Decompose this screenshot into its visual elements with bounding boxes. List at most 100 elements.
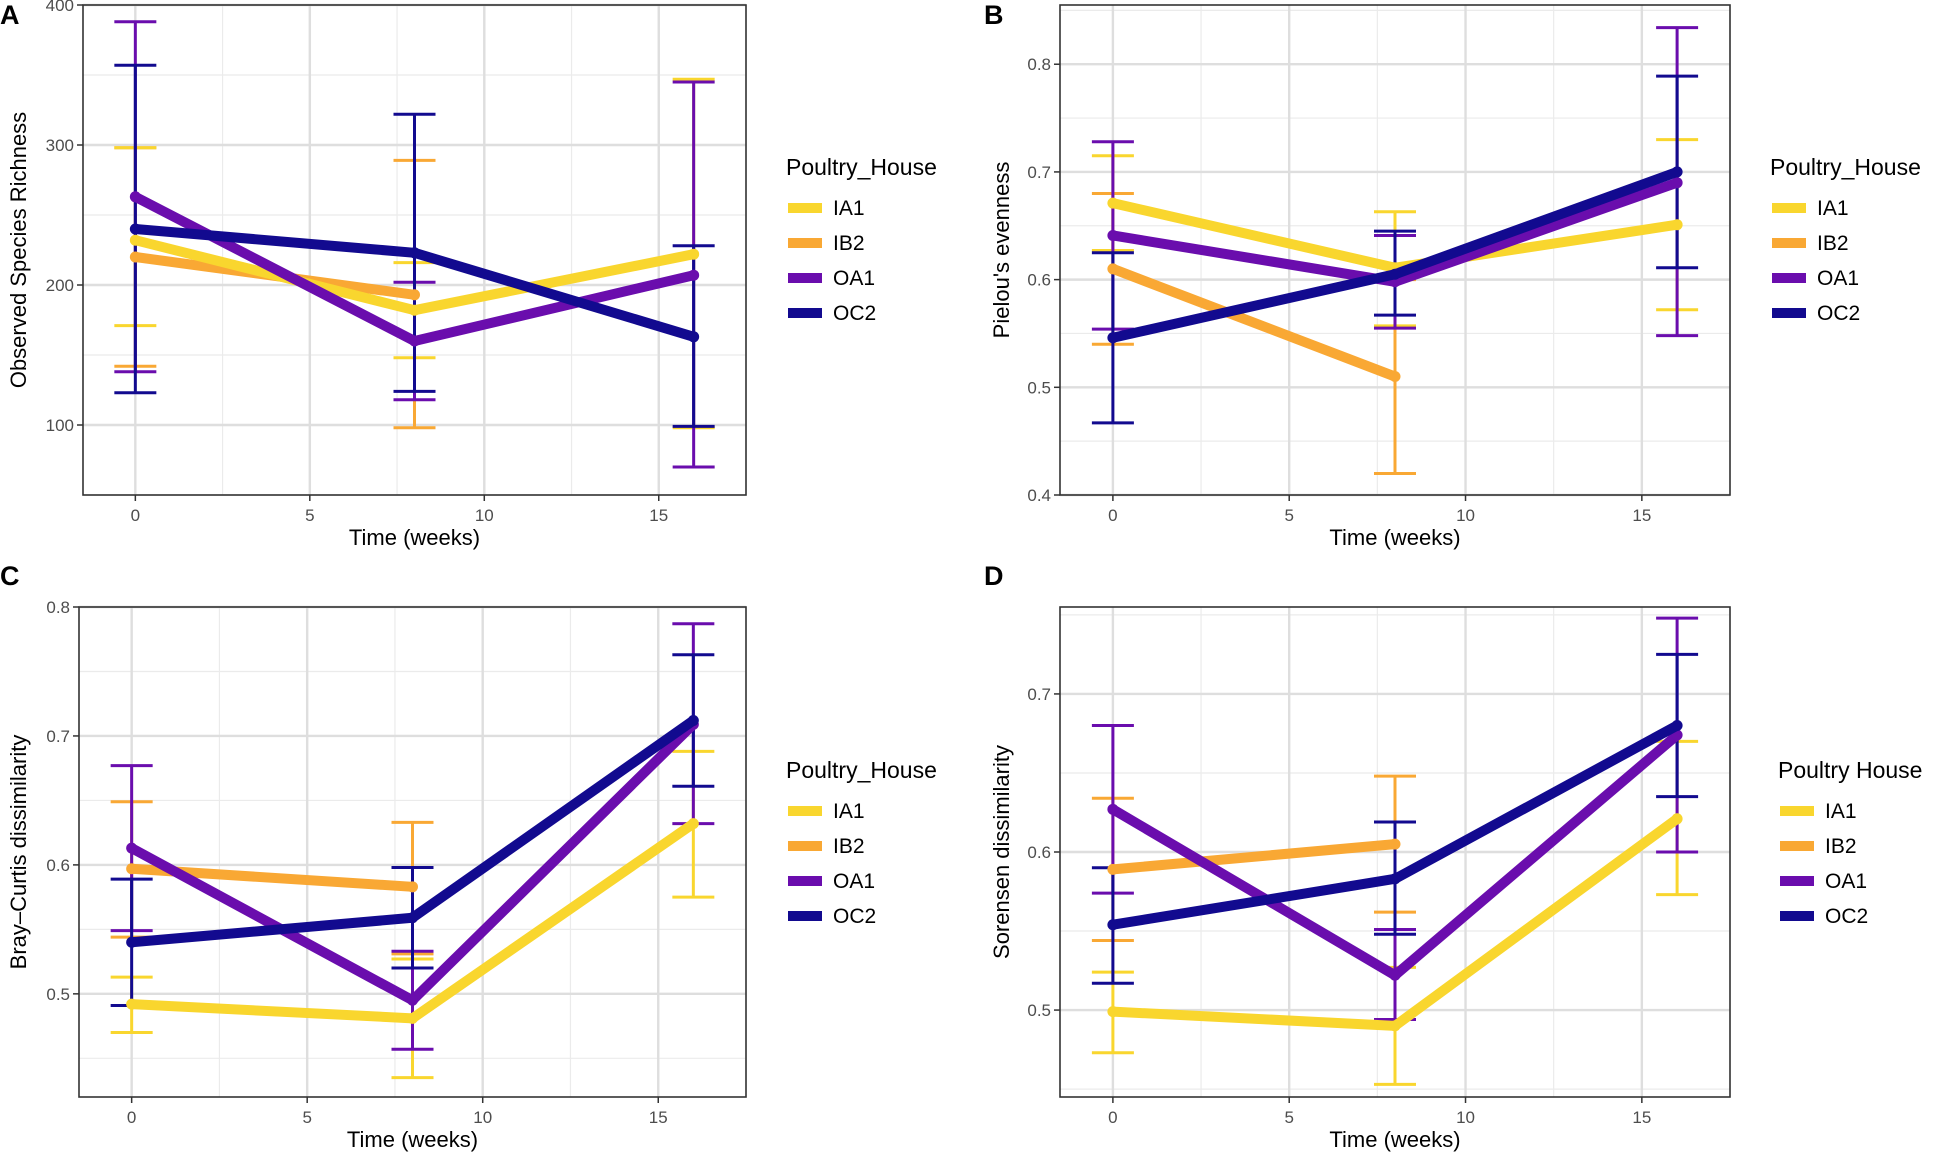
data-point-oc2 xyxy=(1671,166,1683,178)
data-point-oa1 xyxy=(1389,969,1401,981)
x-tick-label: 10 xyxy=(1456,1108,1475,1127)
legend: Poultry_House IA1 IB2 OA1 OC2 xyxy=(1770,154,1921,325)
legend: Poultry_House IA1 IB2 OA1 OC2 xyxy=(786,757,937,928)
y-tick-label: 200 xyxy=(46,276,74,295)
legend-title: Poultry House xyxy=(1778,757,1922,783)
data-point-ia1 xyxy=(126,998,138,1010)
x-tick-label: 15 xyxy=(649,506,668,525)
y-tick-label: 400 xyxy=(46,0,74,15)
data-point-ib2 xyxy=(126,863,138,875)
x-tick-label: 15 xyxy=(1632,1108,1651,1127)
legend-label-ib2: IB2 xyxy=(1817,232,1849,255)
legend-label-ib2: IB2 xyxy=(833,232,865,255)
y-tick-label: 0.5 xyxy=(1027,378,1051,397)
data-point-ib2 xyxy=(407,881,418,893)
y-tick-label: 0.8 xyxy=(46,598,70,617)
legend-label-oa1: OA1 xyxy=(1817,267,1859,290)
data-point-ia1 xyxy=(1671,219,1683,231)
data-point-oc2 xyxy=(1107,919,1119,931)
legend-label-oa1: OA1 xyxy=(833,267,875,290)
legend: Poultry_House IA1 IB2 OA1 OC2 xyxy=(786,154,937,325)
data-point-ia1 xyxy=(687,818,699,830)
data-point-ib2 xyxy=(1389,838,1401,850)
legend-label-oa1: OA1 xyxy=(1825,870,1867,893)
x-tick-label: 5 xyxy=(305,506,314,525)
panel-letter: D xyxy=(984,561,1004,591)
series-line-ib2 xyxy=(1107,839,1400,875)
data-point-ib2 xyxy=(1107,263,1119,275)
legend-label-oc2: OC2 xyxy=(1817,302,1860,325)
y-tick-label: 0.5 xyxy=(46,985,70,1004)
legend-title: Poultry_House xyxy=(786,154,937,180)
panel-a: 100 200 300 400 0 5 10 15 Time (weeks) Observed S… xyxy=(0,0,937,550)
legend-label-oa1: OA1 xyxy=(833,870,875,893)
panel-border xyxy=(82,4,747,496)
legend-label-ia1: IA1 xyxy=(833,197,865,220)
data-point-ia1 xyxy=(688,248,700,260)
data-point-oa1 xyxy=(126,842,138,854)
data-point-oa1 xyxy=(409,335,420,347)
series-line-ib2 xyxy=(1107,263,1400,382)
data-point-oa1 xyxy=(1107,803,1119,815)
y-tick-label: 0.6 xyxy=(1027,843,1051,862)
data-point-oc2 xyxy=(1389,873,1401,885)
x-axis-title: Time (weeks) xyxy=(349,525,480,550)
panel-letter: B xyxy=(984,0,1004,30)
data-point-oc2 xyxy=(126,936,138,948)
panel-border xyxy=(1059,4,1731,496)
x-tick-label: 10 xyxy=(475,506,494,525)
y-tick-label: 0.7 xyxy=(1027,685,1051,704)
data-point-oa1 xyxy=(407,994,418,1006)
legend-label-ia1: IA1 xyxy=(833,800,865,823)
legend-label-oc2: OC2 xyxy=(833,905,876,928)
y-axis-title: Sorensen dissimilarity xyxy=(989,745,1014,959)
data-point-oc2 xyxy=(129,223,141,235)
y-tick-label: 0.7 xyxy=(1027,163,1051,182)
y-axis-title: Pielou's evenness xyxy=(989,162,1014,339)
legend-label-ia1: IA1 xyxy=(1825,800,1857,823)
x-tick-label: 10 xyxy=(473,1108,492,1127)
data-point-oc2 xyxy=(1107,332,1119,344)
legend-label-oc2: OC2 xyxy=(833,302,876,325)
x-tick-label: 0 xyxy=(1108,506,1117,525)
data-point-ia1 xyxy=(1671,813,1683,825)
legend: Poultry House IA1 IB2 OA1 OC2 xyxy=(1778,757,1922,928)
data-point-ib2 xyxy=(409,289,420,301)
x-tick-label: 0 xyxy=(131,506,140,525)
y-tick-label: 100 xyxy=(46,416,74,435)
data-point-ib2 xyxy=(129,251,141,263)
panel-c: 0.5 0.6 0.7 0.8 0 5 10 15 Time (weeks) Bray–Curti… xyxy=(0,561,937,1152)
data-point-oa1 xyxy=(1107,229,1119,241)
panel-letter: A xyxy=(0,0,20,30)
x-tick-label: 15 xyxy=(1632,506,1651,525)
legend-label-oc2: OC2 xyxy=(1825,905,1868,928)
data-point-oc2 xyxy=(687,714,699,726)
y-tick-label: 0.7 xyxy=(46,727,70,746)
data-point-ib2 xyxy=(1389,371,1401,383)
x-tick-label: 0 xyxy=(127,1108,136,1127)
data-point-ib2 xyxy=(1107,863,1119,875)
data-point-oc2 xyxy=(1389,268,1401,280)
data-point-oc2 xyxy=(407,912,418,924)
y-tick-label: 0.8 xyxy=(1027,55,1051,74)
x-axis-title: Time (weeks) xyxy=(347,1127,478,1152)
panel-d: 0.5 0.6 0.7 0 5 10 15 Time (weeks) Sorensen diss… xyxy=(984,561,1922,1152)
data-point-ia1 xyxy=(407,1012,418,1024)
data-point-oc2 xyxy=(409,247,420,259)
data-point-ia1 xyxy=(129,234,141,246)
x-tick-label: 0 xyxy=(1108,1108,1117,1127)
panel-b: 0.4 0.5 0.6 0.7 0.8 0 5 10 15 Time (weeks) Pielou'… xyxy=(984,0,1921,550)
y-axis-title: Observed Species Richness xyxy=(6,112,31,388)
y-axis-title: Bray–Curtis dissimilarity xyxy=(6,735,31,970)
legend-label-ib2: IB2 xyxy=(1825,835,1857,858)
x-axis-title: Time (weeks) xyxy=(1329,525,1460,550)
y-tick-label: 0.6 xyxy=(1027,271,1051,290)
legend-label-ib2: IB2 xyxy=(833,835,865,858)
data-point-oc2 xyxy=(1671,720,1683,732)
data-point-oa1 xyxy=(129,191,141,203)
panel-border xyxy=(78,606,747,1098)
x-tick-label: 10 xyxy=(1456,506,1475,525)
data-point-oa1 xyxy=(688,269,700,281)
x-tick-label: 5 xyxy=(302,1108,311,1127)
